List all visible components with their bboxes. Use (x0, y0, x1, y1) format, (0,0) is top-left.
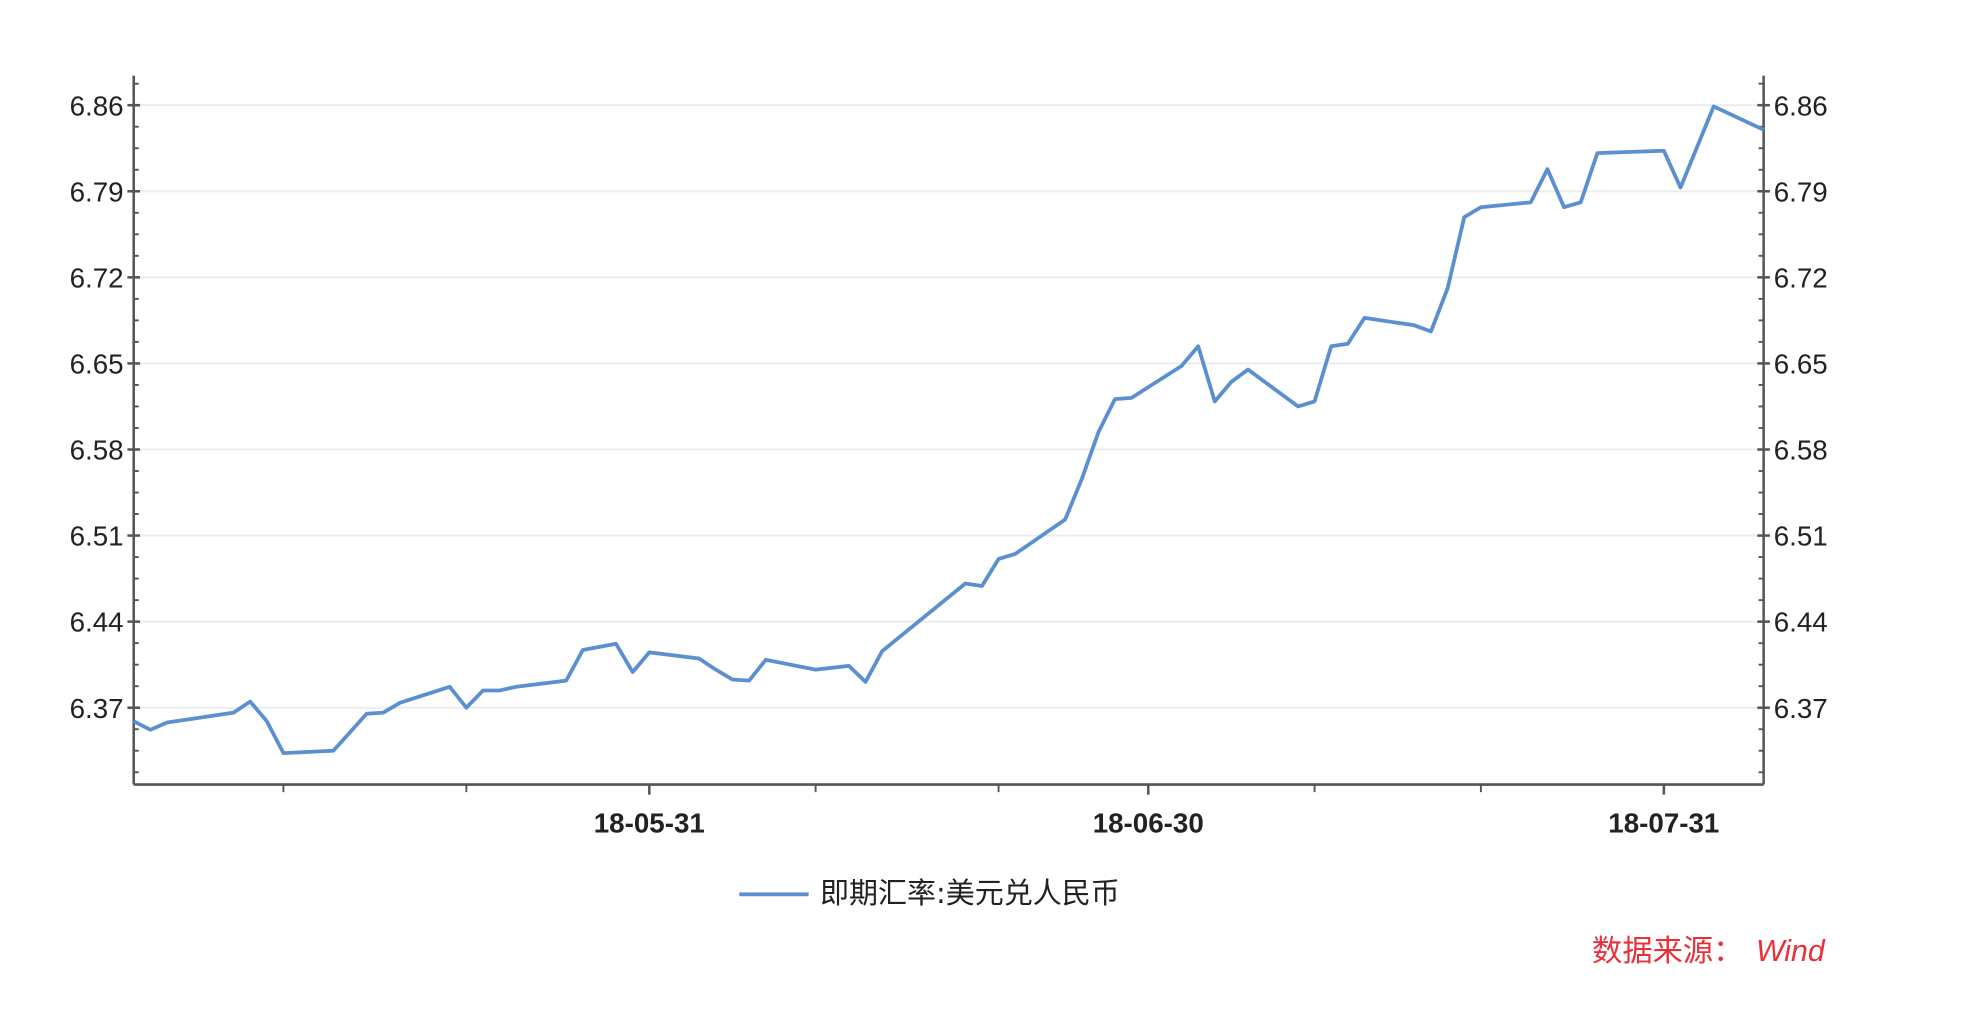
x-tick-label: 18-07-31 (1608, 807, 1719, 838)
legend: 即期汇率:美元兑人民币 (739, 876, 1120, 910)
x-tick-label: 18-06-30 (1093, 807, 1204, 838)
series-line (132, 104, 1765, 756)
source-label: 数据来源： Wind (1592, 934, 1826, 969)
y-tick-label-left: 6.72 (70, 262, 124, 293)
y-tick-label-right: 6.58 (1774, 435, 1828, 466)
y-tick-label-right: 6.79 (1774, 176, 1828, 207)
y-tick-label-right: 6.65 (1774, 349, 1828, 380)
legend-label: 即期汇率:美元兑人民币 (820, 876, 1120, 910)
y-tick-label-left: 6.86 (70, 90, 124, 121)
series (132, 104, 1765, 756)
y-tick-label-right: 6.72 (1774, 262, 1828, 293)
y-tick-label-right: 6.51 (1774, 521, 1828, 552)
y-tick-label-right: 6.37 (1774, 693, 1828, 724)
ticks: 6.37 6.37 6.44 6.44 6.51 6.51 6.58 6.58 6.65 6.65… (70, 82, 1828, 838)
y-tick-label-left: 6.44 (70, 607, 124, 638)
source-name: Wind (1756, 935, 1826, 968)
axes (132, 75, 1765, 786)
y-tick-label-left: 6.79 (70, 176, 124, 207)
x-tick-label: 18-05-31 (594, 807, 705, 838)
y-tick-label-right: 6.86 (1774, 90, 1828, 121)
y-tick-label-left: 6.37 (70, 693, 124, 724)
data-source: 数据来源： Wind (1592, 934, 1826, 969)
y-tick-label-left: 6.65 (70, 349, 124, 380)
y-tick-label-left: 6.58 (70, 435, 124, 466)
gridlines (133, 104, 1764, 709)
y-tick-label-right: 6.44 (1774, 607, 1828, 638)
source-prefix: 数据来源： (1592, 934, 1743, 969)
y-tick-label-left: 6.51 (70, 521, 124, 552)
